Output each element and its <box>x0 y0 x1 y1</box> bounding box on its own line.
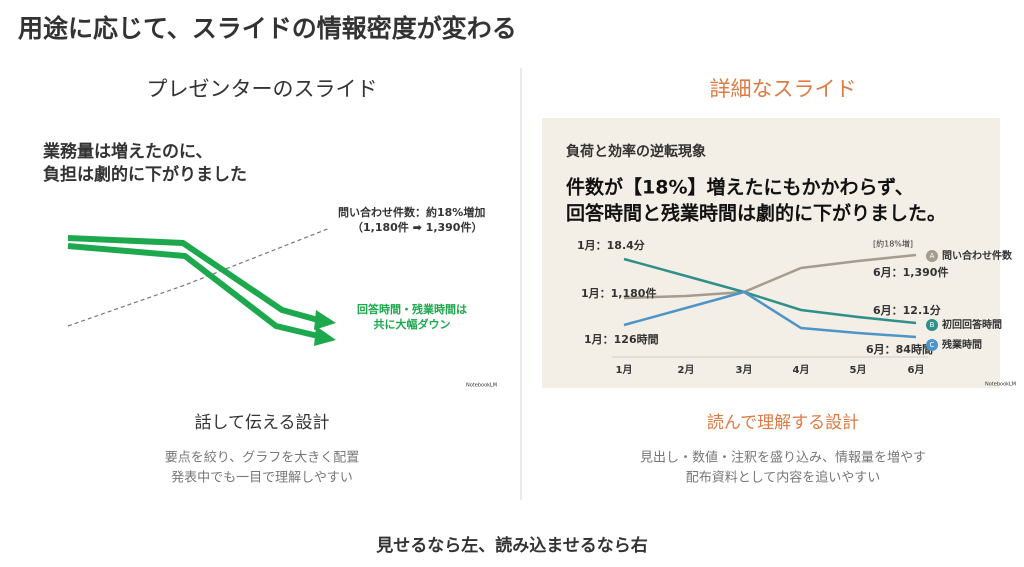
legend-badge-text: C <box>930 341 935 349</box>
down-label: 回答時間・残業時間は <box>357 302 467 316</box>
slide-headline: 負担は劇的に下がりました <box>43 164 247 185</box>
left-description: 発表中でも一目で理解しやすい <box>171 471 353 486</box>
inquiry-label: （1,180件 ➡ 1,390件） <box>352 220 482 234</box>
legend-badge-text: B <box>930 321 935 329</box>
month-label: 3月 <box>736 364 753 376</box>
note-label: [約18%増] <box>873 239 913 249</box>
month-label: 1月 <box>616 364 633 376</box>
slide-headline: 件数が【18%】増えたにもかかわらず、 <box>566 176 914 199</box>
arrow-head <box>314 310 336 330</box>
left-slide: 業務量は増えたのに、 負担は劇的に下がりました 問い合わせ件数：約18%増加 （… <box>43 141 497 389</box>
slide-background <box>542 118 1000 388</box>
down-arrow <box>67 243 319 339</box>
slide-title: 負荷と効率の逆転現象 <box>566 143 706 160</box>
legend-label: 残業時間 <box>942 338 982 351</box>
trend-line <box>623 290 917 339</box>
slide-headline: 業務量は増えたのに、 <box>43 141 213 162</box>
down-arrow <box>67 235 319 323</box>
month-label: 5月 <box>850 364 867 376</box>
point-label: 6月：12.1分 <box>873 303 941 317</box>
legend-badge <box>926 250 938 262</box>
right-heading: 詳細なスライド <box>710 77 857 101</box>
month-label: 4月 <box>793 364 810 376</box>
point-label: 1月：126時間 <box>584 332 659 346</box>
down-label: 共に大幅ダウン <box>374 317 451 331</box>
right-description: 見出し・数値・注釈を盛り込み、情報量を増やす <box>640 450 926 466</box>
logo: NotebookLM <box>985 382 1016 388</box>
legend-label: 問い合わせ件数 <box>942 249 1013 262</box>
point-label: 1月：1,180件 <box>581 286 656 300</box>
inquiry-trend <box>67 227 331 327</box>
legend-label: 初回回答時間 <box>942 318 1002 331</box>
logo: NotebookLM <box>466 383 497 389</box>
legend-badge <box>926 339 938 351</box>
point-label: 1月：18.4分 <box>577 238 645 252</box>
legend-badge <box>926 319 938 331</box>
month-label: 6月 <box>908 364 925 376</box>
slide-headline: 回答時間と残業時間は劇的に下がりました。 <box>566 202 946 225</box>
left-heading: プレゼンターのスライド <box>147 77 378 101</box>
arrow-head <box>314 326 336 346</box>
trend-line <box>623 253 917 300</box>
right-slide: 負荷と効率の逆転現象 件数が【18%】増えたにもかかわらず、 回答時間と残業時間… <box>542 118 1016 388</box>
trend-line <box>623 257 917 325</box>
footer: 見せるなら左、読み込ませるなら右 <box>375 535 648 556</box>
right-subheading: 読んで理解する設計 <box>707 413 859 433</box>
right-description: 配布資料として内容を追いやすい <box>686 470 881 486</box>
legend-badge-text: A <box>930 252 935 260</box>
point-label: 6月：84時間 <box>866 342 933 356</box>
page-title: 用途に応じて、スライドの情報密度が変わる <box>18 14 517 43</box>
left-description: 要点を絞り、グラフを大きく配置 <box>165 451 359 466</box>
inquiry-label: 問い合わせ件数：約18%増加 <box>338 205 485 219</box>
month-label: 2月 <box>678 364 695 376</box>
point-label: 6月：1,390件 <box>873 265 948 279</box>
left-subheading: 話して伝える設計 <box>195 413 330 433</box>
